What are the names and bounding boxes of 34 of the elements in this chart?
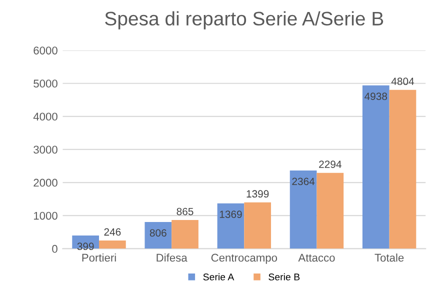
- bar: [244, 202, 272, 249]
- x-tick-label: Attacco: [298, 254, 335, 262]
- y-tick-label: 1000: [34, 212, 58, 220]
- bar: [99, 240, 126, 249]
- y-tick-label: 5000: [34, 80, 58, 88]
- bar: [290, 170, 317, 249]
- bar: [316, 172, 344, 249]
- x-tick-label: Totale: [374, 254, 404, 262]
- data-label: 2294: [319, 160, 342, 168]
- data-label: 4804: [391, 78, 414, 86]
- data-label: 246: [104, 228, 121, 236]
- y-tick-label: 3000: [34, 146, 58, 154]
- y-tick-label: 6000: [34, 46, 58, 54]
- data-label: 2364: [292, 178, 315, 186]
- data-label: 4938: [364, 92, 388, 100]
- data-label: 399: [77, 242, 94, 250]
- bar: [362, 85, 390, 249]
- x-tick-label: Portieri: [82, 254, 116, 262]
- bar: [144, 222, 172, 249]
- legend-label: Serie B: [268, 273, 300, 280]
- bar: [389, 90, 416, 249]
- x-tick-label: Centrocampo: [211, 254, 278, 264]
- x-tick-label: Difesa: [156, 254, 188, 262]
- y-tick-label: 0: [52, 244, 58, 253]
- bar: [172, 220, 198, 249]
- chart-title: Spesa di reparto Serie A/Serie B: [105, 11, 384, 30]
- data-label: 1399: [246, 190, 269, 198]
- y-tick-label: 4000: [33, 112, 58, 121]
- legend-label: Serie A: [203, 273, 234, 280]
- bar: [217, 203, 244, 249]
- data-label: 865: [176, 208, 194, 216]
- data-label: 806: [150, 229, 166, 237]
- y-tick-label: 2000: [34, 178, 58, 187]
- data-label: 1369: [220, 210, 242, 218]
